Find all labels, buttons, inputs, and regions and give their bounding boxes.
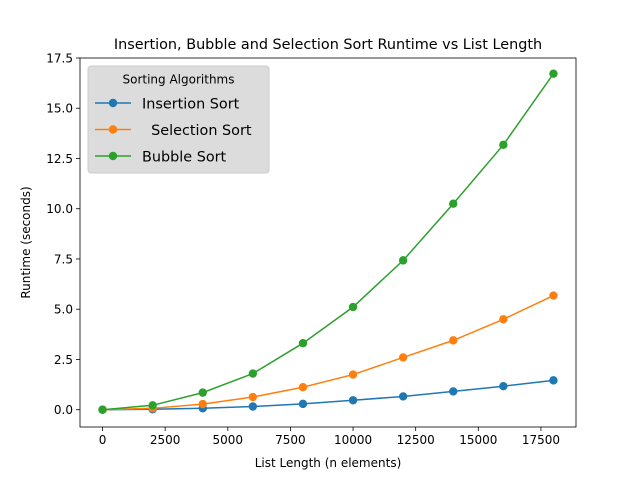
x-axis-label: List Length (n elements)	[255, 456, 402, 470]
data-point	[449, 199, 458, 208]
x-tick-label: 10000	[334, 433, 372, 447]
data-point	[298, 383, 308, 392]
data-point	[449, 336, 458, 345]
x-tick-label: 0	[99, 433, 107, 447]
legend-label: Selection Sort	[142, 123, 252, 139]
data-point	[198, 388, 207, 397]
y-tick-label: 10.0	[46, 202, 73, 216]
data-point	[499, 315, 508, 324]
x-tick-label: 2500	[150, 433, 181, 447]
x-tick-label: 5000	[213, 433, 244, 447]
data-point	[98, 405, 107, 414]
series-line	[102, 294, 554, 411]
y-tick-label: 5.0	[54, 303, 73, 317]
y-tick-label: 7.5	[54, 252, 73, 266]
y-tick-label: 15.0	[46, 102, 73, 116]
data-point	[248, 392, 258, 402]
legend-title: Sorting Algorithms	[123, 73, 235, 87]
legend-box	[87, 65, 270, 174]
data-point	[499, 382, 508, 391]
series-line	[102, 73, 555, 411]
data-point	[348, 396, 358, 405]
series-bubble-sort	[98, 69, 558, 414]
series-line	[102, 379, 554, 411]
series-insertion-sort	[98, 376, 558, 414]
data-point	[549, 69, 558, 78]
legend-marker	[108, 125, 118, 134]
y-tick-label: 0.0	[54, 403, 73, 417]
legend-label: Bubble Sort	[142, 150, 227, 166]
data-point	[248, 402, 258, 411]
data-point	[248, 369, 258, 378]
legend-entries: Insertion Sort Selection Sort Bubble Sort	[95, 97, 252, 166]
y-axis-ticks: 0.0 2.5 5.0 7.5 10.0 12.5 15.0 17.5	[46, 52, 80, 417]
series-selection-sort	[98, 291, 558, 414]
data-point	[549, 291, 558, 300]
x-axis-ticks: 0 2500 5000 7500 10000 12500 15000 17500	[99, 427, 560, 447]
data-point	[348, 370, 358, 379]
data-point	[449, 387, 458, 396]
chart-title: Insertion, Bubble and Selection Sort Run…	[114, 37, 542, 53]
data-point	[549, 376, 558, 385]
y-tick-label: 17.5	[46, 52, 73, 66]
plot-frame	[79, 57, 577, 428]
legend-entry: Bubble Sort	[95, 150, 227, 166]
x-tick-label: 15000	[459, 433, 497, 447]
x-tick-label: 12500	[397, 433, 435, 447]
legend-marker	[108, 151, 118, 161]
legend-label: Insertion Sort	[142, 97, 240, 113]
y-axis-label: Runtime (seconds)	[19, 186, 33, 298]
legend-marker	[108, 98, 118, 108]
x-tick-label: 7500	[275, 433, 306, 447]
data-point	[499, 140, 508, 150]
legend-entry: Insertion Sort	[95, 97, 240, 113]
series-layer	[98, 69, 558, 414]
x-tick-label: 17500	[522, 433, 560, 447]
data-point	[148, 401, 157, 410]
y-tick-label: 12.5	[46, 152, 73, 166]
data-point	[398, 392, 408, 401]
legend-entry: Selection Sort	[95, 123, 252, 139]
data-point	[348, 302, 358, 312]
y-tick-label: 2.5	[54, 353, 73, 367]
data-point	[298, 338, 308, 348]
legend: Sorting Algorithms Insertion Sort Select…	[87, 65, 270, 174]
data-point	[398, 256, 408, 265]
data-point	[398, 353, 408, 362]
data-point	[198, 399, 207, 409]
data-point	[298, 399, 308, 409]
